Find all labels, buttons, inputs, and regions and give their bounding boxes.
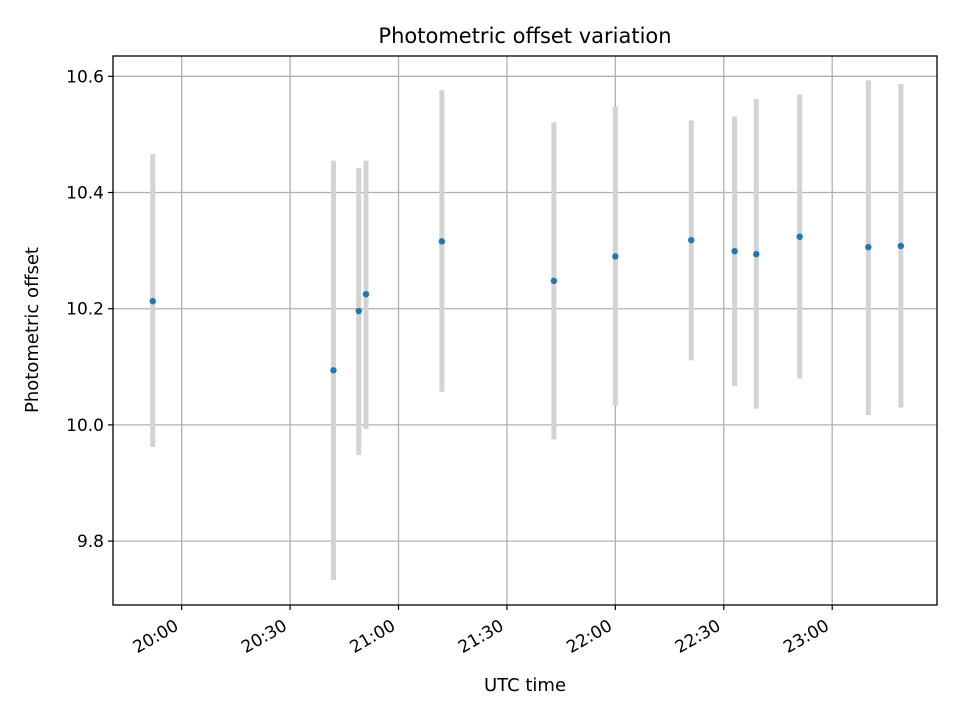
x-tick-label: 21:30: [455, 616, 507, 658]
y-axis-label: Photometric offset: [22, 247, 43, 413]
x-tick-label: 22:30: [672, 616, 724, 658]
x-tick-label: 20:00: [130, 616, 182, 658]
data-point: [612, 253, 619, 260]
data-point: [550, 277, 558, 285]
x-tick-label: 23:00: [780, 616, 832, 658]
data-point: [149, 297, 156, 305]
x-tick-label: 20:30: [238, 616, 290, 658]
y-tick-label: 9.8: [77, 532, 104, 552]
data-point: [438, 238, 446, 245]
grid: [113, 56, 937, 605]
data-point: [865, 243, 872, 251]
data-point: [362, 290, 370, 298]
x-tick-label: 22:00: [563, 616, 615, 658]
y-tick-label: 10.2: [66, 300, 104, 320]
y-tick-label: 10.4: [66, 184, 104, 204]
data-point: [796, 233, 803, 240]
x-axis: 20:00 20:30 21:00 21:30 22:00 22:30 23:00: [130, 605, 833, 658]
data-point: [753, 250, 760, 258]
data-points: [149, 233, 905, 374]
plot-frame: [112, 55, 938, 606]
y-tick-label: 10.6: [66, 67, 104, 87]
y-axis: 9.8 10.0 10.2 10.4 10.6: [66, 67, 113, 552]
x-tick-label: 21:00: [347, 616, 399, 658]
data-point: [731, 248, 738, 255]
x-axis-label: UTC time: [484, 675, 566, 696]
data-point: [355, 307, 362, 315]
chart-title: Photometric offset variation: [378, 24, 671, 48]
data-point: [330, 367, 337, 374]
data-point: [897, 242, 905, 250]
data-point: [688, 236, 695, 244]
y-tick-label: 10.0: [66, 416, 104, 436]
error-bars: [150, 80, 904, 581]
